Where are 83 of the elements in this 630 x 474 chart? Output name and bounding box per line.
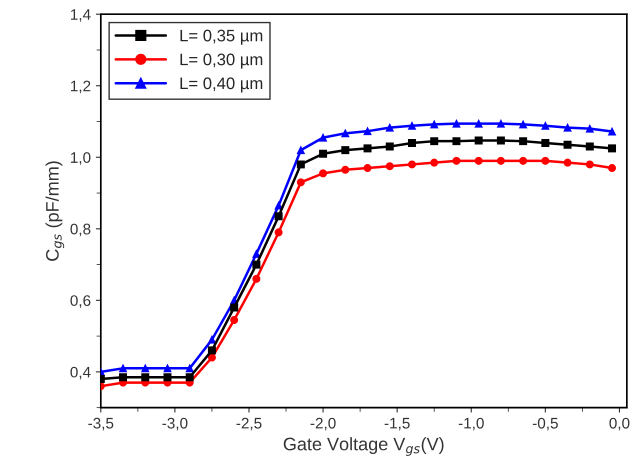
point — [119, 373, 128, 382]
point — [496, 156, 505, 165]
x-tick-label: -2,5 — [236, 418, 262, 430]
y-tick-label: 1,0 — [71, 152, 90, 165]
point — [296, 178, 305, 186]
point — [319, 134, 328, 142]
point — [252, 250, 260, 258]
point — [608, 128, 616, 136]
point — [274, 212, 283, 220]
point — [496, 136, 505, 144]
x-tick-label: -3,5 — [88, 418, 114, 430]
point — [408, 160, 416, 168]
y-tick-label: 0,4 — [70, 366, 91, 380]
point — [230, 316, 238, 324]
point — [408, 122, 416, 130]
point — [186, 373, 194, 382]
point — [496, 120, 505, 128]
point — [141, 373, 150, 382]
point — [163, 364, 172, 372]
point — [163, 373, 172, 382]
point — [208, 354, 216, 362]
point — [541, 122, 550, 130]
point — [364, 127, 372, 136]
legend-label: L= 0,35 µm — [180, 30, 262, 45]
legend-label: L= 0,40 µm — [180, 77, 262, 92]
y-tick-label: 0,8 — [70, 224, 90, 236]
point — [452, 137, 460, 146]
point — [141, 364, 150, 372]
point — [386, 162, 394, 170]
point — [541, 138, 550, 147]
point — [341, 166, 350, 174]
y-tick-label: 1,4 — [71, 9, 91, 22]
point — [564, 140, 572, 149]
x-tick-label: -1,5 — [384, 418, 410, 430]
point — [252, 274, 260, 283]
point — [319, 150, 328, 158]
point — [564, 124, 572, 132]
point — [586, 160, 594, 168]
point — [252, 260, 260, 269]
point — [586, 124, 594, 133]
point — [319, 169, 328, 178]
point — [541, 156, 550, 165]
point — [341, 146, 350, 154]
point — [208, 346, 216, 354]
x-tick-label: -0,5 — [532, 418, 558, 430]
point — [296, 160, 305, 168]
point — [430, 120, 438, 128]
point — [364, 144, 372, 152]
point — [230, 304, 238, 312]
point — [586, 142, 594, 151]
x-axis-title: Gate Voltage V$_{gs}$(V) — [284, 437, 444, 456]
point — [341, 129, 350, 138]
point — [564, 158, 572, 167]
point — [430, 137, 438, 146]
point — [386, 142, 394, 151]
point — [296, 146, 305, 154]
point — [274, 228, 283, 236]
point — [608, 164, 616, 172]
point — [519, 156, 528, 165]
point — [386, 124, 394, 132]
x-tick-label: 0,0 — [609, 418, 630, 430]
point — [608, 144, 616, 152]
point — [519, 120, 528, 128]
point — [119, 364, 128, 372]
point — [474, 136, 483, 144]
point — [208, 336, 216, 344]
point — [452, 120, 460, 128]
point — [519, 137, 528, 146]
legend-label: L= 0,30 µm — [180, 54, 262, 69]
x-tick-label: -1,0 — [458, 418, 484, 430]
point — [186, 364, 194, 372]
x-tick-label: -3,0 — [162, 418, 188, 430]
point — [274, 202, 283, 210]
x-tick-label: -2,0 — [310, 418, 336, 430]
y-tick-label: 0,6 — [70, 295, 90, 308]
point — [408, 138, 416, 147]
point — [364, 164, 372, 172]
point — [452, 156, 460, 165]
point — [430, 158, 438, 167]
y-axis-title: C$_{gs}$ (pF/mm) — [46, 161, 64, 261]
point — [474, 120, 483, 128]
point — [474, 156, 483, 165]
y-tick-label: 1,2 — [71, 80, 90, 94]
